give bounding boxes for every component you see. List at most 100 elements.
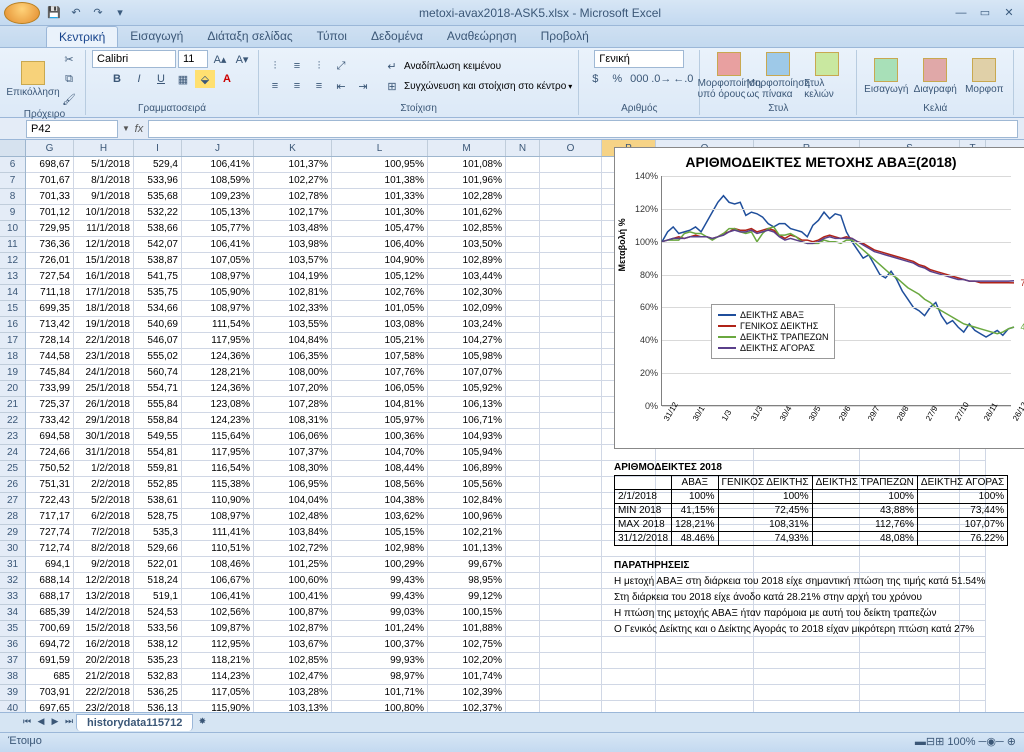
cell[interactable]: 108,44% [332,461,428,477]
embedded-chart[interactable]: ΑΡΙΘΜΟΔΕΙΚΤΕΣ ΜΕΤΟΧΗΣ ΑΒΑΞ(2018) Μεταβολ… [614,147,1024,449]
cell[interactable]: 555,02 [134,349,182,365]
cell[interactable]: 100,37% [332,637,428,653]
cell[interactable]: 554,71 [134,381,182,397]
cell[interactable]: 102,30% [428,285,506,301]
cell[interactable]: 106,41% [182,237,254,253]
cell[interactable]: 104,38% [332,493,428,509]
cell[interactable]: 538,12 [134,637,182,653]
align-center-icon[interactable]: ≡ [287,77,307,95]
cell[interactable]: 102,98% [332,541,428,557]
cell[interactable] [540,349,602,365]
cell[interactable]: 103,62% [332,509,428,525]
cell[interactable] [960,685,986,701]
cell[interactable] [506,397,540,413]
cell[interactable]: 102,33% [254,301,332,317]
cell[interactable]: 519,1 [134,589,182,605]
cut-icon[interactable]: ✂ [59,50,79,68]
cell[interactable]: 124,36% [182,349,254,365]
cell[interactable]: 100,36% [332,429,428,445]
cell[interactable] [506,349,540,365]
cell[interactable] [656,653,754,669]
formula-input[interactable] [148,120,1018,138]
cell[interactable]: 102,39% [428,685,506,701]
cell[interactable]: 117,95% [182,445,254,461]
cell[interactable]: 24/1/2018 [74,365,134,381]
cell[interactable]: 107,28% [254,397,332,413]
cell[interactable]: 20/2/2018 [74,653,134,669]
cell[interactable]: 694,1 [26,557,74,573]
cell[interactable]: 105,47% [332,221,428,237]
cell[interactable]: 109,23% [182,189,254,205]
cell[interactable]: 99,43% [332,573,428,589]
cell[interactable] [506,253,540,269]
zoom-controls[interactable]: ▬⊟⊞ 100% ─◉─ ⊕ [915,735,1016,750]
fx-icon[interactable]: fx [130,123,148,135]
cell[interactable]: 101,25% [254,557,332,573]
cell[interactable]: 108,00% [254,365,332,381]
cell[interactable]: 13/2/2018 [74,589,134,605]
ribbon-tab-5[interactable]: Αναθεώρηση [435,26,529,47]
cell[interactable] [540,621,602,637]
cell[interactable] [540,301,602,317]
cell[interactable]: 104,84% [254,333,332,349]
font-size-combo[interactable]: 11 [178,50,208,68]
cell[interactable]: 103,44% [428,269,506,285]
cell[interactable]: 105,97% [332,413,428,429]
cell[interactable]: 701,12 [26,205,74,221]
cell[interactable]: 115,64% [182,429,254,445]
cell[interactable]: 103,57% [254,253,332,269]
cell[interactable]: 717,17 [26,509,74,525]
cell[interactable]: 110,90% [182,493,254,509]
row-header[interactable]: 34 [0,605,25,621]
cell[interactable]: 540,69 [134,317,182,333]
cell[interactable] [506,365,540,381]
row-header[interactable]: 27 [0,493,25,509]
cell[interactable]: 103,55% [254,317,332,333]
cell[interactable]: 101,33% [332,189,428,205]
cell[interactable]: 106,05% [332,381,428,397]
cell[interactable]: 98,95% [428,573,506,589]
col-header-G[interactable]: G [26,140,74,156]
cell[interactable]: 535,23 [134,653,182,669]
cell[interactable]: 538,87 [134,253,182,269]
cell[interactable] [506,445,540,461]
cell[interactable]: 703,91 [26,685,74,701]
cell[interactable]: 108,31% [254,413,332,429]
cell[interactable]: 103,50% [428,237,506,253]
cell[interactable]: 31/1/2018 [74,445,134,461]
cell[interactable]: 554,81 [134,445,182,461]
row-header[interactable]: 21 [0,397,25,413]
cell[interactable] [506,173,540,189]
cell[interactable]: 23/1/2018 [74,349,134,365]
cell[interactable]: 745,84 [26,365,74,381]
cell[interactable]: 29/1/2018 [74,413,134,429]
cell[interactable]: 10/1/2018 [74,205,134,221]
cell[interactable]: 541,75 [134,269,182,285]
row-header[interactable]: 19 [0,365,25,381]
row-header[interactable]: 6 [0,157,25,173]
cell[interactable]: 555,84 [134,397,182,413]
cell[interactable]: 546,07 [134,333,182,349]
row-header[interactable]: 12 [0,253,25,269]
cell[interactable]: 535,75 [134,285,182,301]
cell[interactable]: 114,23% [182,669,254,685]
cell[interactable] [540,573,602,589]
decrease-indent-icon[interactable]: ⇤ [331,77,351,95]
cell[interactable]: 105,94% [428,445,506,461]
cell[interactable]: 118,21% [182,653,254,669]
comma-icon[interactable]: 000 [629,70,649,88]
cell[interactable]: 103,24% [428,317,506,333]
prev-sheet-icon[interactable]: ◀ [34,716,48,730]
cell[interactable]: 6/2/2018 [74,509,134,525]
cell[interactable]: 100,96% [428,509,506,525]
cell[interactable] [754,669,860,685]
cell[interactable]: 102,56% [182,605,254,621]
cell[interactable]: 18/1/2018 [74,301,134,317]
cell[interactable]: 552,85 [134,477,182,493]
cell[interactable]: 100,60% [254,573,332,589]
cell[interactable]: 101,30% [332,205,428,221]
cell[interactable] [656,701,754,712]
cell[interactable]: 103,98% [254,237,332,253]
cell[interactable] [540,605,602,621]
cell[interactable] [602,653,656,669]
